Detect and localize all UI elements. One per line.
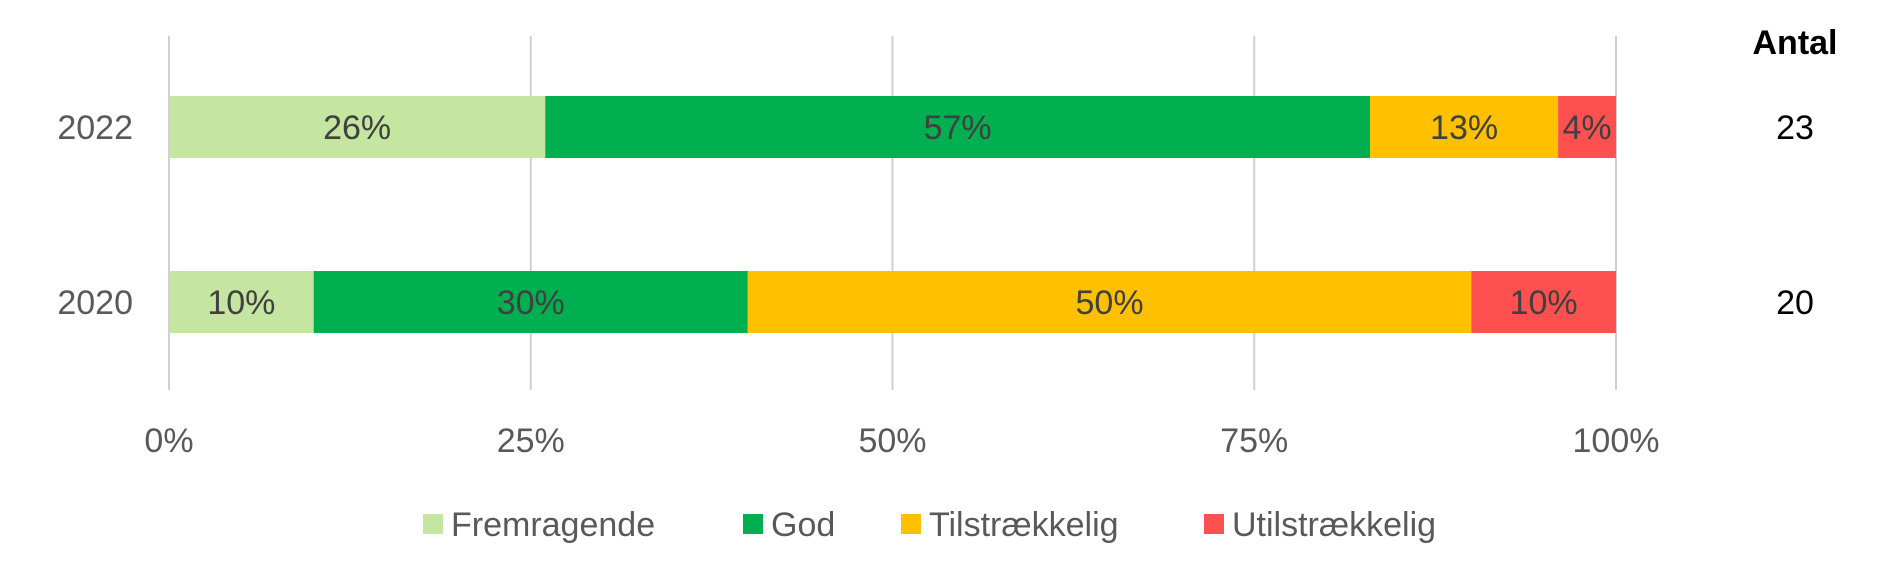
- legend-swatch: [743, 514, 763, 534]
- bar-segment: [313, 271, 748, 333]
- data-label: 4%: [1562, 109, 1611, 147]
- x-tick-label: 50%: [858, 422, 926, 460]
- bar-segment: [747, 271, 1472, 333]
- y-category-label: 2022: [57, 109, 133, 147]
- data-label: 57%: [924, 109, 992, 147]
- legend-swatch: [901, 514, 921, 534]
- bar-segment: [1471, 271, 1616, 333]
- count-header: Antal: [1753, 24, 1838, 62]
- x-tick-label: 0%: [144, 422, 193, 460]
- legend-swatch: [423, 514, 443, 534]
- legend-label: Tilstrækkelig: [929, 506, 1119, 544]
- x-tick-label: 75%: [1220, 422, 1288, 460]
- data-label: 26%: [323, 109, 391, 147]
- y-category-label: 2020: [57, 284, 133, 322]
- data-label: 50%: [1076, 284, 1144, 322]
- data-label: 30%: [497, 284, 565, 322]
- data-label: 10%: [207, 284, 275, 322]
- bar-segment: [169, 96, 546, 158]
- bar-segment: [545, 96, 1371, 158]
- legend-label: Fremragende: [451, 506, 655, 544]
- legend-label: God: [771, 506, 835, 544]
- data-label: 10%: [1510, 284, 1578, 322]
- bar-segment: [169, 271, 314, 333]
- count-value: 20: [1776, 284, 1814, 322]
- bar-segment: [1558, 96, 1616, 158]
- legend-swatch: [1204, 514, 1224, 534]
- count-value: 23: [1776, 109, 1814, 147]
- x-tick-label: 100%: [1573, 422, 1660, 460]
- legend-label: Utilstrækkelig: [1232, 506, 1436, 544]
- data-label: 13%: [1430, 109, 1498, 147]
- x-tick-label: 25%: [497, 422, 565, 460]
- bar-segment: [1370, 96, 1559, 158]
